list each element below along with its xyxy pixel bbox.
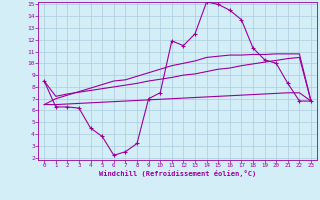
X-axis label: Windchill (Refroidissement éolien,°C): Windchill (Refroidissement éolien,°C)	[99, 170, 256, 177]
